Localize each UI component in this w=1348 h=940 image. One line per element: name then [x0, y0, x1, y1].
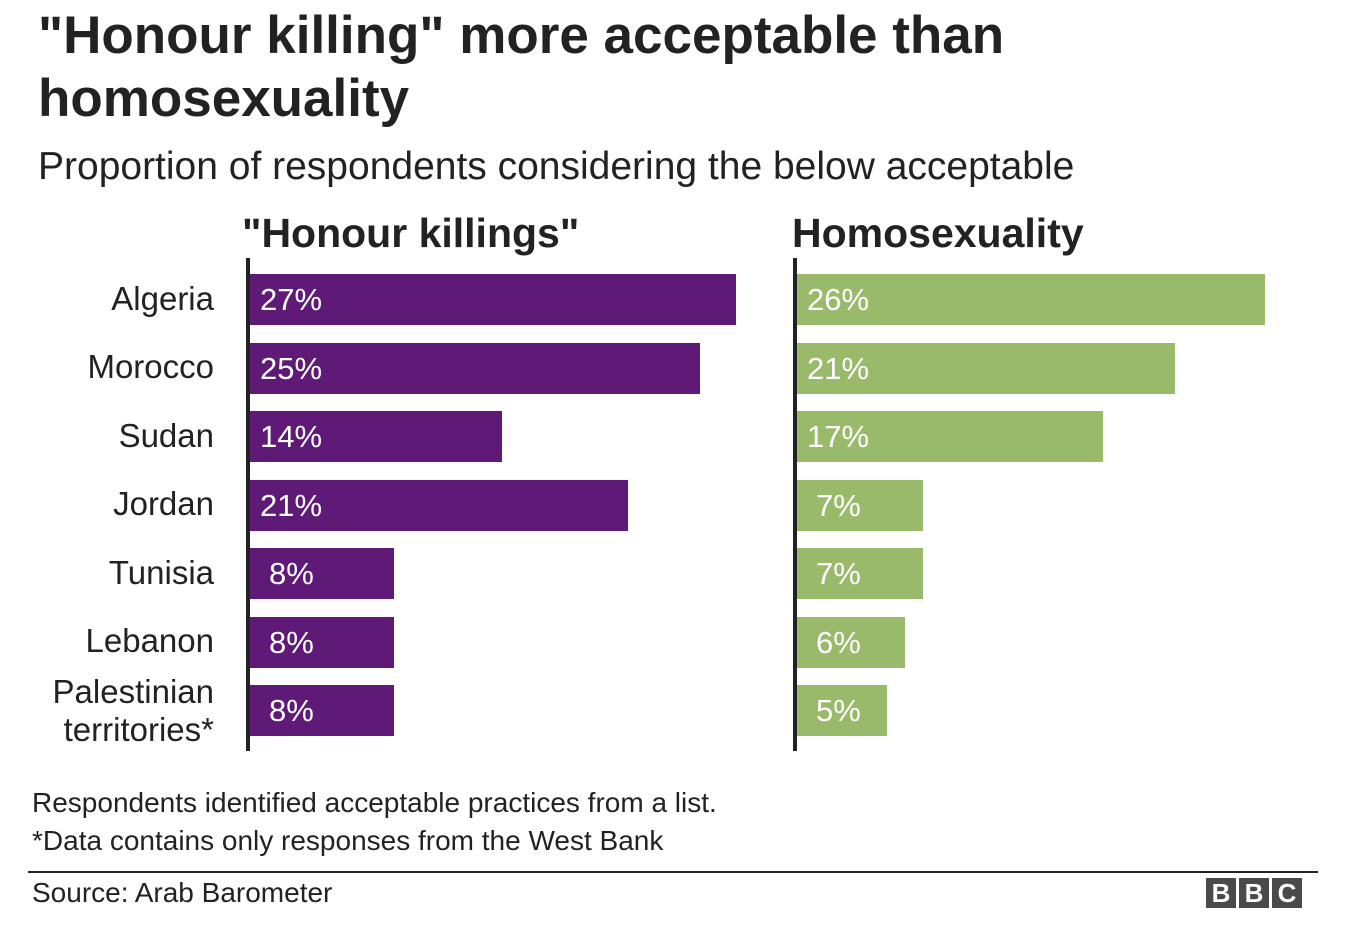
category-label-line: Palestinian: [52, 672, 214, 710]
homosexuality-value-label: 5%: [816, 693, 861, 728]
category-label-line: territories*: [63, 710, 214, 748]
honour-killings-bar: [250, 548, 394, 599]
bbc-logo-letter: B: [1206, 878, 1236, 908]
honour-killings-bar: [250, 479, 628, 531]
homosexuality-value-label: 7%: [816, 487, 861, 523]
category-label: Lebanon: [0, 622, 214, 660]
bbc-logo-letter: B: [1239, 878, 1269, 908]
category-label: Jordan: [0, 485, 214, 523]
honour-killings-value-label: 14%: [260, 419, 323, 454]
homosexuality-axis: [793, 258, 797, 751]
honour-killings-value-label: 8%: [269, 693, 314, 728]
category-label-line: Sudan: [118, 416, 214, 454]
panel-title-honour-killings: "Honour killings": [242, 210, 580, 256]
chart-subtitle: Proportion of respondents considering th…: [38, 145, 1075, 188]
honour-killings-axis: [246, 258, 250, 751]
homosexuality-bar: [797, 548, 923, 599]
honour-killings-bar: [250, 274, 736, 325]
homosexuality-value-label: 21%: [807, 350, 870, 386]
homosexuality-value-label: 7%: [816, 556, 861, 591]
bbc-logo: B B C: [1206, 878, 1302, 908]
honour-killings-value-label: 27%: [260, 282, 323, 317]
homosexuality-value-label: 6%: [816, 624, 861, 660]
honour-killings-bar: [250, 411, 502, 462]
homosexuality-bar: [797, 616, 905, 668]
homosexuality-bar: [797, 479, 923, 531]
panel-title-homosexuality: Homosexuality: [792, 210, 1084, 256]
honour-killings-value-label: 8%: [269, 556, 314, 591]
honour-killings-bar: [250, 685, 394, 736]
category-label-line: Algeria: [111, 279, 214, 317]
homosexuality-bar: [797, 411, 1103, 462]
footnote-list: Respondents identified acceptable practi…: [32, 787, 717, 818]
category-label: Algeria: [0, 280, 214, 318]
homosexuality-bar: [797, 274, 1265, 325]
category-label: Palestinian territories*: [0, 673, 214, 749]
homosexuality-value-label: 26%: [807, 282, 870, 317]
category-label: Morocco: [0, 348, 214, 386]
homosexuality-bar: [797, 342, 1175, 394]
honour-killings-value-label: 21%: [260, 487, 323, 523]
category-label: Tunisia: [0, 554, 214, 592]
honour-killings-bar: [250, 342, 700, 394]
category-label-line: Jordan: [113, 485, 214, 522]
homosexuality-bar: [797, 685, 887, 736]
footnote-west-bank: *Data contains only responses from the W…: [32, 825, 664, 856]
source-text: Source: Arab Barometer: [32, 877, 333, 908]
honour-killings-value-label: 25%: [260, 350, 323, 386]
category-label-line: Lebanon: [85, 622, 214, 659]
homosexuality-value-label: 17%: [807, 419, 870, 454]
honour-killings-value-label: 8%: [269, 624, 314, 660]
category-label: Sudan: [0, 417, 214, 455]
category-label-line: Morocco: [87, 348, 214, 385]
honour-killings-bar: [250, 616, 394, 668]
chart-title: "Honour killing" more acceptable than ho…: [38, 6, 1005, 128]
category-label-line: Tunisia: [108, 553, 214, 591]
bbc-logo-letter: C: [1272, 878, 1302, 908]
footer-divider: [28, 871, 1318, 873]
